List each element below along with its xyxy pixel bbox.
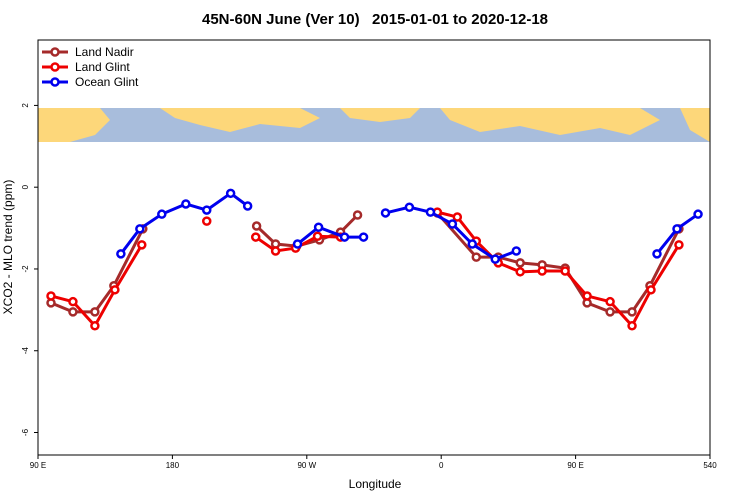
point bbox=[380, 208, 391, 218]
legend-label: Ocean Glint bbox=[75, 75, 139, 89]
point bbox=[404, 202, 415, 212]
chart-title: 45N-60N June (Ver 10) 2015-01-01 to 2020… bbox=[202, 11, 548, 28]
point bbox=[68, 296, 78, 307]
point bbox=[90, 321, 100, 331]
point bbox=[605, 307, 615, 317]
point bbox=[447, 219, 458, 229]
point bbox=[605, 296, 615, 307]
point bbox=[201, 216, 212, 226]
legend-label: Land Glint bbox=[75, 60, 130, 74]
point bbox=[452, 212, 463, 222]
x-axis-label: Longitude bbox=[349, 477, 402, 491]
x-tick-label: 0 bbox=[439, 461, 444, 470]
point bbox=[313, 222, 324, 233]
y-tick-label: -6 bbox=[21, 428, 30, 436]
point bbox=[537, 266, 547, 276]
plot-frame bbox=[37, 39, 711, 456]
legend-marker bbox=[50, 62, 60, 72]
point bbox=[672, 224, 682, 234]
legend-marker bbox=[50, 47, 60, 57]
point bbox=[646, 285, 656, 295]
point bbox=[46, 291, 56, 301]
point bbox=[467, 239, 478, 249]
point bbox=[490, 254, 501, 264]
point bbox=[352, 210, 363, 220]
point bbox=[339, 232, 350, 242]
point bbox=[560, 266, 570, 276]
point bbox=[135, 224, 145, 234]
y-tick-label: 2 bbox=[21, 103, 30, 108]
point bbox=[270, 246, 281, 256]
y-tick-label: -4 bbox=[21, 347, 30, 355]
x-tick-label: 90 W bbox=[297, 461, 316, 470]
point bbox=[250, 232, 261, 242]
point bbox=[68, 307, 78, 317]
point bbox=[674, 240, 684, 250]
point bbox=[292, 239, 303, 249]
point bbox=[627, 321, 637, 331]
point bbox=[242, 201, 253, 211]
point bbox=[157, 209, 167, 219]
point bbox=[471, 252, 482, 262]
point bbox=[652, 249, 662, 259]
point bbox=[251, 221, 262, 231]
point bbox=[181, 199, 191, 209]
point bbox=[627, 307, 637, 317]
point bbox=[358, 232, 369, 242]
point bbox=[511, 246, 522, 256]
legend-label: Land Nadir bbox=[75, 45, 134, 59]
point bbox=[137, 240, 147, 250]
x-tick-label: 90 E bbox=[30, 461, 46, 470]
point bbox=[515, 258, 525, 268]
point bbox=[110, 285, 120, 295]
map-strip bbox=[38, 108, 710, 142]
x-tick-label: 540 bbox=[703, 461, 717, 470]
point bbox=[693, 209, 703, 219]
point bbox=[90, 307, 100, 317]
y-axis-label: XCO2 - MLO trend (ppm) bbox=[1, 180, 15, 315]
point bbox=[515, 267, 525, 277]
legend-marker bbox=[50, 77, 60, 87]
y-tick-label: -2 bbox=[21, 265, 30, 273]
point bbox=[312, 231, 323, 242]
point bbox=[201, 205, 212, 215]
point bbox=[116, 249, 126, 259]
x-tick-label: 180 bbox=[166, 461, 180, 470]
x-tick-label: 90 E bbox=[567, 461, 583, 470]
y-tick-label: 0 bbox=[21, 184, 30, 189]
point bbox=[425, 207, 436, 217]
point bbox=[582, 291, 592, 301]
point bbox=[225, 188, 236, 199]
